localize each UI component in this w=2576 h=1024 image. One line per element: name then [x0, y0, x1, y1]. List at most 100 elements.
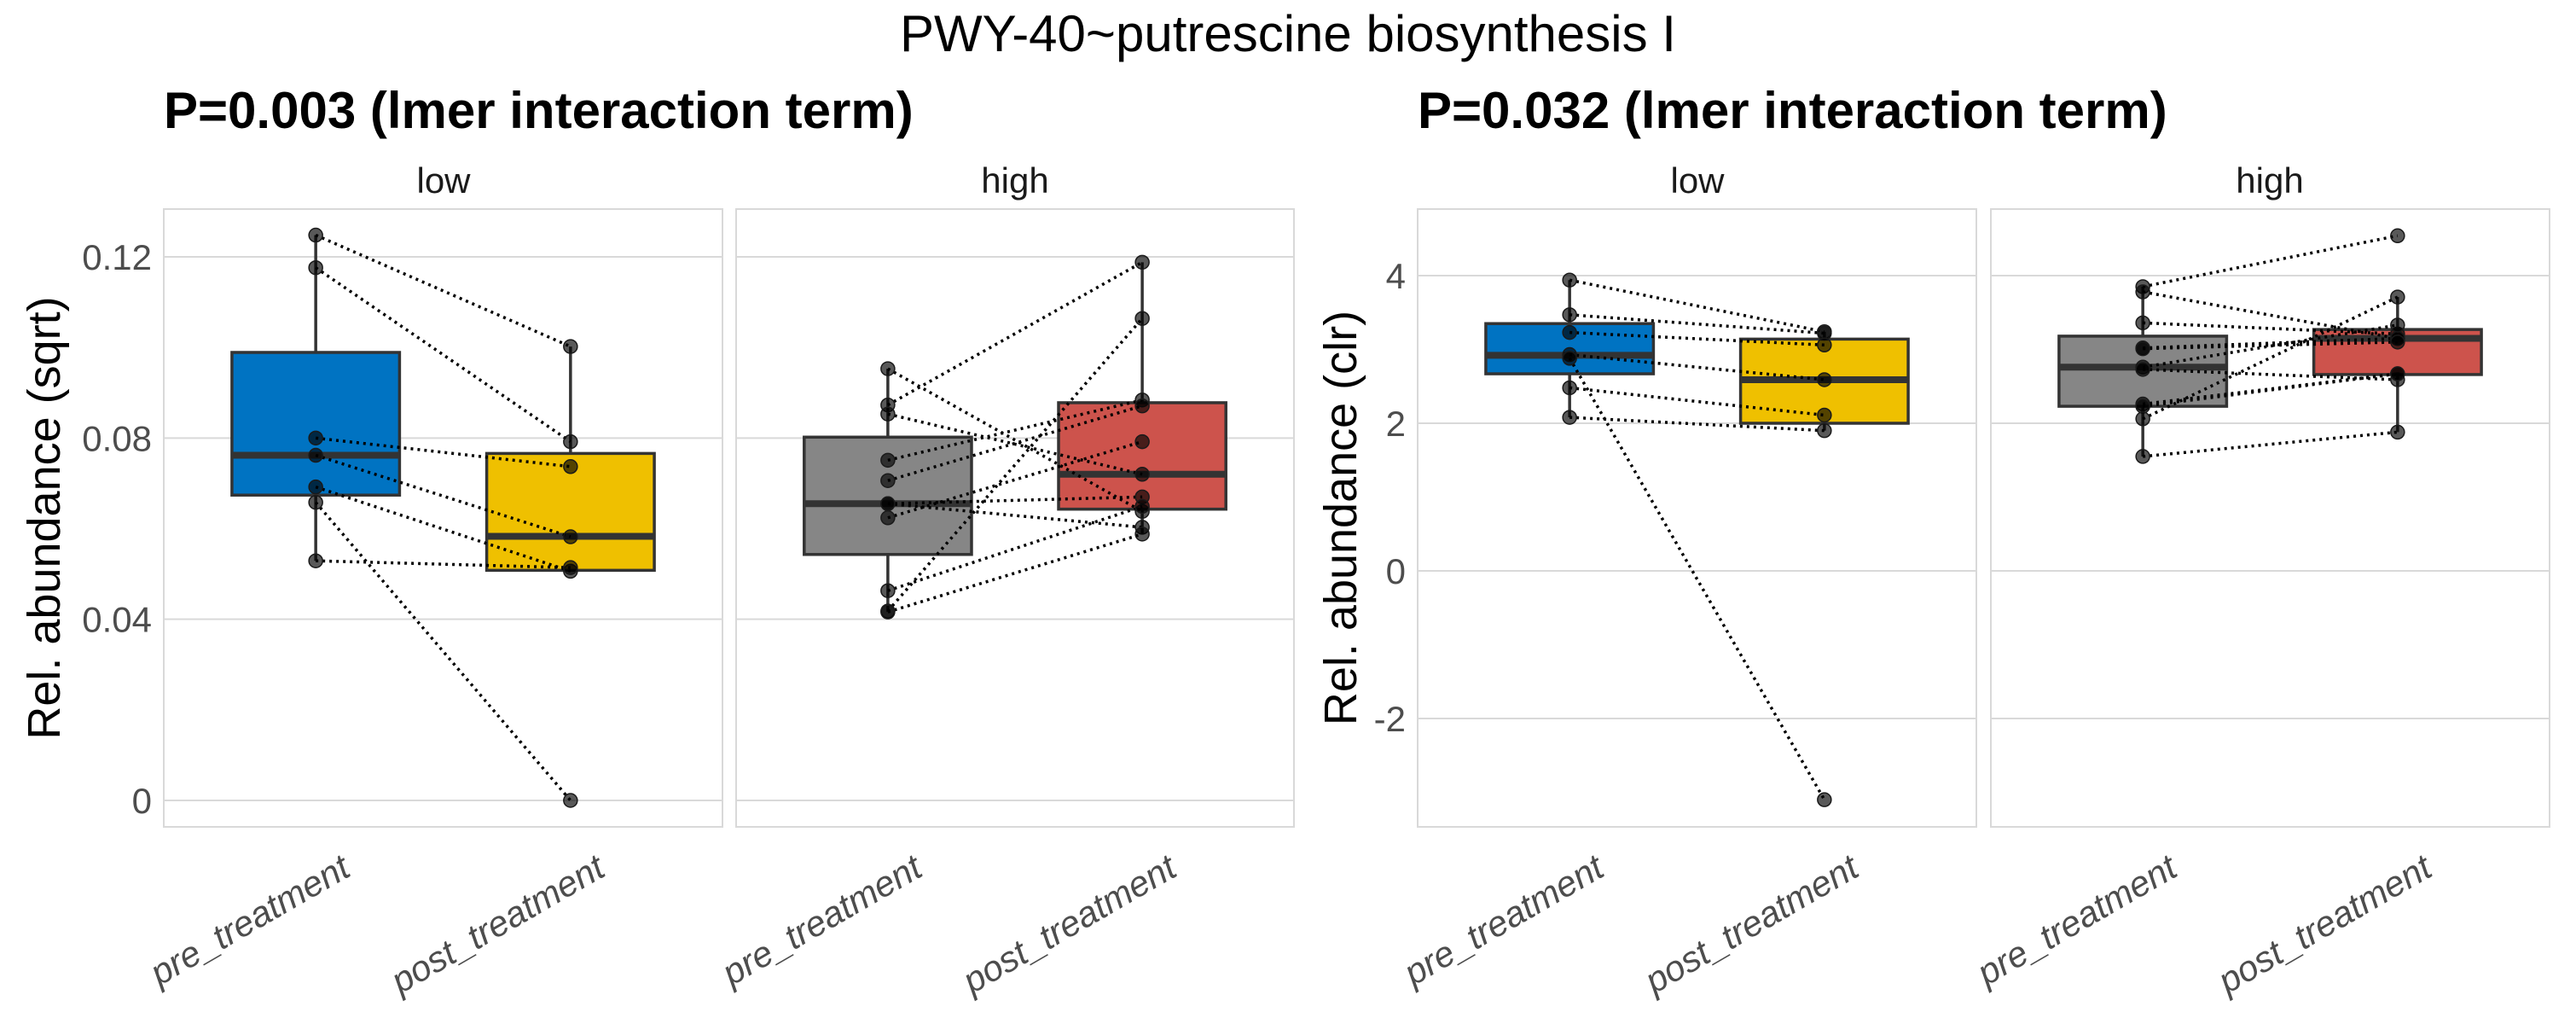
pair-line	[2142, 290, 2399, 340]
y-tick-label: 0	[132, 781, 152, 821]
pair-line	[2142, 430, 2399, 458]
data-point	[2135, 315, 2150, 331]
data-point	[1134, 398, 1150, 414]
panel-background	[1990, 208, 2550, 828]
box-pre_treatment	[230, 351, 402, 497]
y-tick-label: 0.08	[82, 418, 152, 458]
y-tick-label: 0	[1386, 551, 1406, 591]
data-point	[1817, 407, 1832, 423]
y-tick-labels: 0 0.04 0.08 0.12	[82, 237, 152, 821]
y-tick-label: 4	[1386, 256, 1406, 296]
data-point	[2390, 289, 2405, 305]
data-point	[308, 430, 323, 446]
plot-sqrt: P=0.003 (lmer interaction term) Rel. abu…	[19, 82, 1295, 1002]
panel-background	[1417, 208, 1977, 828]
data-point	[2390, 335, 2405, 350]
data-point	[563, 459, 578, 474]
data-point	[880, 452, 896, 468]
data-point	[2390, 366, 2405, 381]
data-point	[1562, 272, 1577, 288]
data-point	[563, 433, 578, 450]
data-point	[1562, 351, 1577, 366]
data-point	[2390, 424, 2405, 440]
data-point	[880, 473, 896, 488]
data-point	[563, 560, 578, 575]
pair-line	[887, 495, 1143, 506]
y-tick-label: 0.04	[82, 600, 152, 640]
pair-line	[2142, 323, 2399, 369]
y-tick-label: 0.12	[82, 237, 152, 277]
plot-subtitle: P=0.032 (lmer interaction term)	[1418, 82, 2167, 139]
facet-label-low: low	[1670, 160, 1725, 201]
pair-line	[887, 260, 1143, 407]
pair-line	[1569, 416, 1825, 433]
facet-panel-high	[735, 208, 1295, 828]
data-point	[880, 604, 896, 620]
pair-line	[1569, 278, 1825, 334]
pair-line	[315, 233, 571, 348]
data-point	[1134, 467, 1150, 482]
y-tick-label: -2	[1374, 699, 1406, 739]
y-axis-label: Rel. abundance (clr)	[1315, 311, 1366, 725]
data-point	[2135, 340, 2150, 357]
data-point	[2135, 284, 2150, 300]
pair-line	[1568, 358, 1826, 801]
data-point	[1134, 527, 1150, 542]
data-point	[2135, 449, 2150, 464]
data-point	[2135, 399, 2150, 414]
facet-panel-high	[1990, 208, 2550, 828]
data-point	[308, 227, 323, 243]
data-point	[880, 406, 896, 422]
data-point	[1134, 433, 1150, 450]
data-point	[2390, 228, 2405, 244]
data-point	[1817, 422, 1832, 439]
pair-line	[2142, 372, 2399, 408]
pair-line	[887, 502, 1143, 529]
data-point	[308, 447, 323, 463]
facet-label-high: high	[981, 160, 1048, 201]
data-point	[1134, 254, 1150, 271]
data-point	[1134, 311, 1150, 326]
data-point	[880, 361, 896, 376]
pair-line	[316, 559, 571, 569]
pair-line	[2143, 321, 2398, 336]
facet-panel-low	[1417, 208, 1977, 828]
pair-line	[886, 317, 1144, 613]
data-point	[563, 529, 578, 544]
data-point	[308, 479, 323, 495]
pair-line	[1569, 352, 1825, 381]
data-point	[563, 793, 578, 808]
data-point	[880, 583, 896, 598]
y-tick-labels: -2 0 2 4	[1374, 256, 1406, 739]
pair-line	[1569, 330, 1825, 347]
data-point	[880, 496, 896, 512]
data-point	[1562, 380, 1577, 396]
data-point	[2135, 362, 2150, 377]
data-point	[563, 339, 578, 354]
data-point	[2390, 317, 2405, 333]
data-point	[308, 553, 323, 568]
data-point	[308, 494, 323, 510]
data-point	[880, 510, 896, 526]
pair-line	[887, 412, 1143, 476]
data-point	[2135, 411, 2150, 427]
pair-line	[887, 399, 1143, 463]
main-title: PWY-40~putrescine biosynthesis I	[900, 5, 1676, 62]
data-point	[1817, 792, 1832, 807]
data-point	[1562, 410, 1577, 425]
pair-line	[2142, 234, 2399, 288]
data-point	[1562, 307, 1577, 323]
y-axis-label: Rel. abundance (sqrt)	[19, 296, 70, 739]
data-point	[1817, 337, 1832, 353]
pair-line	[1569, 313, 1825, 335]
data-point	[308, 259, 323, 276]
pair-line	[315, 436, 571, 468]
plot-subtitle: P=0.003 (lmer interaction term)	[164, 82, 914, 139]
facet-label-low: low	[416, 160, 471, 201]
data-point	[1562, 324, 1577, 340]
data-point	[1134, 498, 1150, 515]
y-tick-label: 2	[1386, 404, 1406, 444]
data-point	[1817, 372, 1832, 387]
pair-line	[2143, 340, 2398, 351]
pair-line	[887, 367, 1143, 513]
